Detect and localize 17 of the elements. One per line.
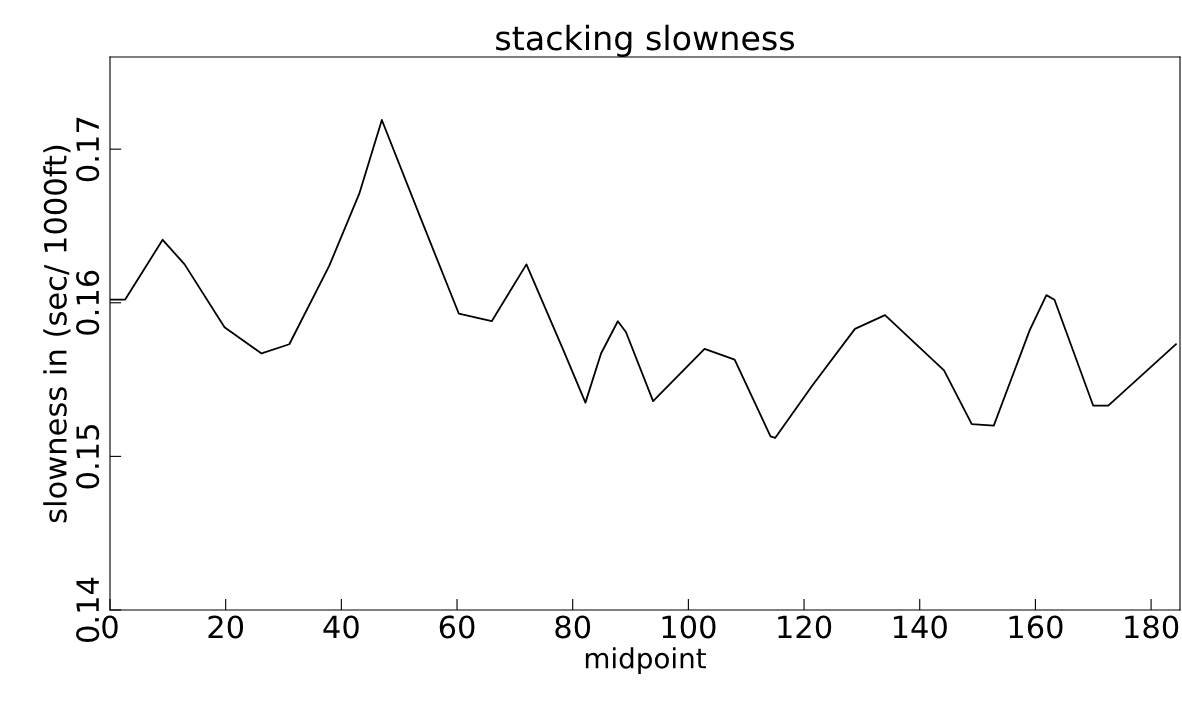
x-tick-label: 160 — [1009, 615, 1063, 639]
x-tick-label: 60 — [439, 615, 475, 639]
x-tick-label: 0 — [102, 615, 118, 639]
y-tick-label: 0.17 — [76, 117, 100, 182]
chart-title: stacking slowness — [496, 24, 795, 57]
x-tick-label: 40 — [323, 615, 359, 639]
x-tick-label: 180 — [1125, 615, 1179, 639]
x-tick-label: 100 — [662, 615, 716, 639]
y-tick-label: 0.16 — [76, 270, 100, 335]
x-tick-label: 120 — [778, 615, 832, 639]
y-tick-label: 0.15 — [76, 425, 100, 489]
x-tick-label: 80 — [555, 615, 591, 639]
y-tick-label: 0.14 — [76, 577, 100, 642]
x-tick-label: 140 — [893, 615, 947, 639]
x-axis-title: midpoint — [585, 647, 706, 675]
y-axis-title: slowness in (sec/ 1000ft) — [43, 145, 71, 523]
x-tick-label: 20 — [208, 615, 244, 639]
